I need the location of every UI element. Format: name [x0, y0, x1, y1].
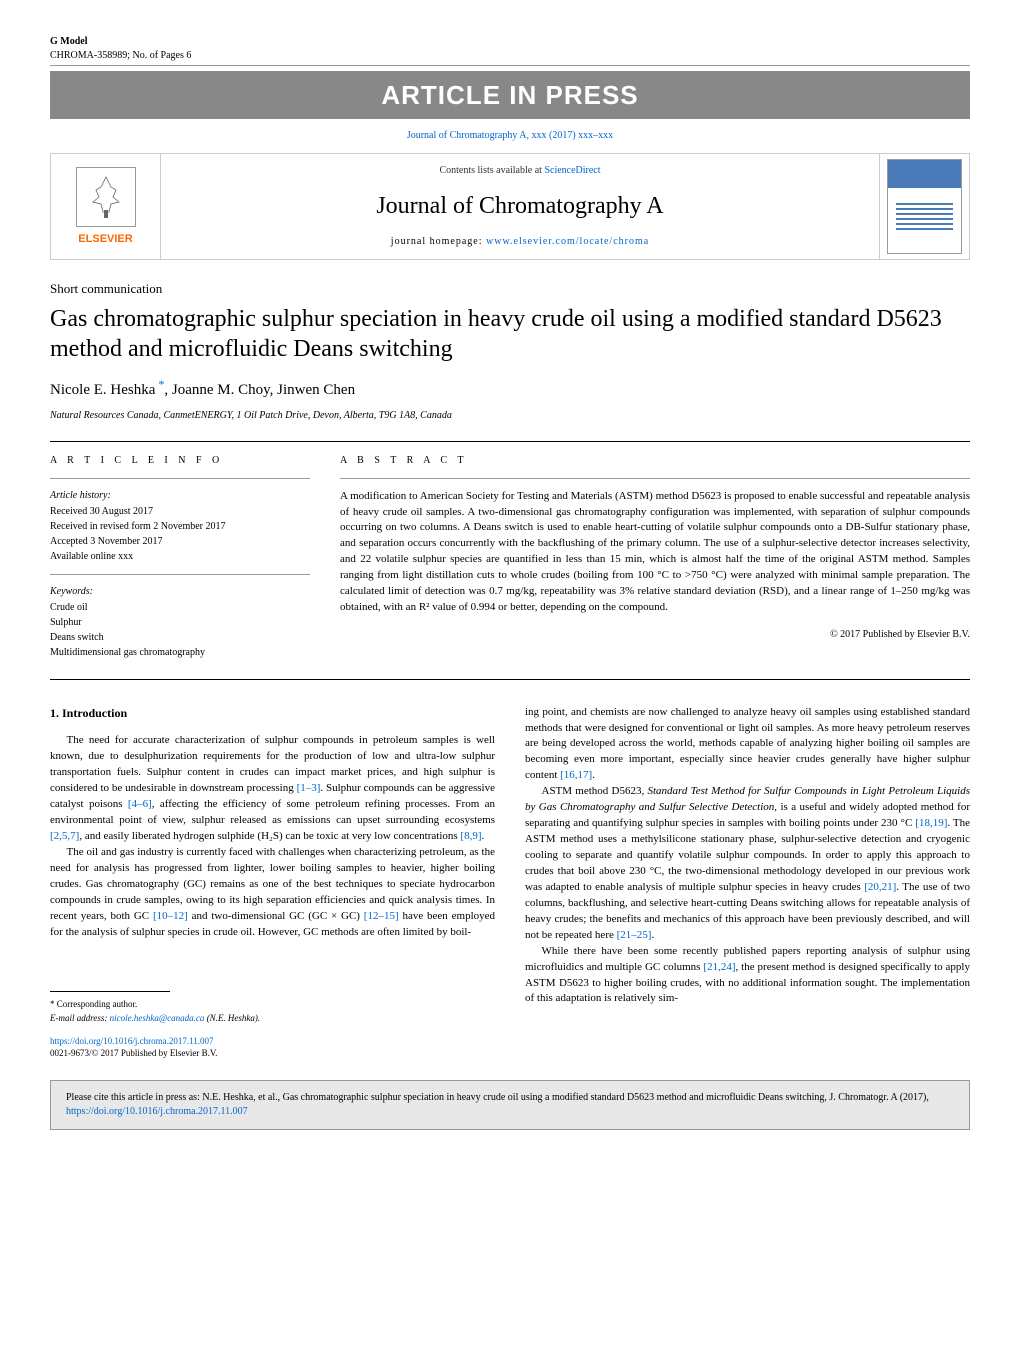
affiliation: Natural Resources Canada, CanmetENERGY, … — [50, 409, 970, 423]
cite-box: Please cite this article in press as: N.… — [50, 1080, 970, 1130]
issn-copyright: 0021-9673/© 2017 Published by Elsevier B… — [50, 1048, 217, 1058]
article-info-heading: a r t i c l e i n f o — [50, 454, 310, 468]
journal-homepage: journal homepage: www.elsevier.com/locat… — [171, 235, 869, 249]
abstract-heading: a b s t r a c t — [340, 454, 970, 468]
cite-text: Please cite this article in press as: N.… — [66, 1092, 929, 1103]
author-1: Nicole E. Heshka — [50, 382, 155, 398]
homepage-link[interactable]: www.elsevier.com/locate/chroma — [486, 236, 649, 247]
abstract-col: a b s t r a c t A modification to Americ… — [340, 454, 970, 661]
info-rule-2 — [50, 574, 310, 575]
journal-name: Journal of Chromatography A — [171, 190, 869, 224]
column-right: ing point, and chemists are now challeng… — [525, 705, 970, 1060]
ref-link-4-6[interactable]: [4–6] — [128, 798, 152, 810]
para-5: While there have been some recently publ… — [525, 944, 970, 1008]
ref-link-21-25[interactable]: [21–25] — [617, 929, 652, 941]
cite-doi-link[interactable]: https://doi.org/10.1016/j.chroma.2017.11… — [66, 1106, 248, 1117]
history-online: Available online xxx — [50, 550, 310, 564]
citation-link[interactable]: Journal of Chromatography A, xxx (2017) … — [407, 130, 613, 141]
history-revised: Received in revised form 2 November 2017 — [50, 520, 310, 534]
ref-link-16-17[interactable]: [16,17] — [560, 769, 592, 781]
ref-link-2-5-7[interactable]: [2,5,7] — [50, 830, 79, 842]
doi-link[interactable]: https://doi.org/10.1016/j.chroma.2017.11… — [50, 1036, 214, 1046]
para-3: ing point, and chemists are now challeng… — [525, 705, 970, 785]
email-suffix: (N.E. Heshka). — [204, 1013, 260, 1023]
keyword-3: Deans switch — [50, 631, 310, 645]
info-rule — [50, 478, 310, 479]
journal-banner: ELSEVIER Contents lists available at Sci… — [50, 153, 970, 260]
keyword-4: Multidimensional gas chromatography — [50, 646, 310, 660]
citation-line: Journal of Chromatography A, xxx (2017) … — [50, 129, 970, 143]
para-2: The oil and gas industry is currently fa… — [50, 845, 495, 941]
authors-rest: , Joanne M. Choy, Jinwen Chen — [164, 382, 355, 398]
elsevier-text: ELSEVIER — [78, 232, 132, 247]
article-title: Gas chromatographic sulphur speciation i… — [50, 304, 970, 364]
elsevier-tree-icon — [76, 167, 136, 227]
article-in-press-banner: ARTICLE IN PRESS — [50, 71, 970, 119]
intro-heading: 1. Introduction — [50, 705, 495, 722]
ref-link-10-12[interactable]: [10–12] — [153, 910, 188, 922]
ref-link-12-15[interactable]: [12–15] — [364, 910, 399, 922]
keyword-1: Crude oil — [50, 601, 310, 615]
cover-image — [887, 159, 962, 254]
abstract-copyright: © 2017 Published by Elsevier B.V. — [340, 628, 970, 642]
column-left: 1. Introduction The need for accurate ch… — [50, 705, 495, 1060]
email-line: E-mail address: nicole.heshka@canada.ca … — [50, 1012, 495, 1025]
corresponding-author-label: * Corresponding author. — [50, 998, 495, 1011]
journal-cover-thumb — [879, 154, 969, 259]
sciencedirect-link[interactable]: ScienceDirect — [544, 165, 600, 176]
history-accepted: Accepted 3 November 2017 — [50, 535, 310, 549]
article-info-col: a r t i c l e i n f o Article history: R… — [50, 454, 310, 661]
history-label: Article history: — [50, 489, 310, 503]
ref-link-1-3[interactable]: [1–3] — [297, 782, 321, 794]
ref-link-20-21[interactable]: [20,21] — [864, 881, 896, 893]
contents-prefix: Contents lists available at — [439, 165, 544, 176]
homepage-prefix: journal homepage: — [391, 236, 486, 247]
authors-line: Nicole E. Heshka *, Joanne M. Choy, Jinw… — [50, 376, 970, 401]
body-columns: 1. Introduction The need for accurate ch… — [50, 705, 970, 1060]
gmodel-label: G Model — [50, 35, 191, 49]
gmodel-block: G Model CHROMA-358989; No. of Pages 6 — [50, 35, 191, 63]
para-1: The need for accurate characterization o… — [50, 733, 495, 845]
abstract-text: A modification to American Society for T… — [340, 489, 970, 617]
email-prefix: E-mail address: — [50, 1013, 110, 1023]
page-header: G Model CHROMA-358989; No. of Pages 6 — [50, 35, 970, 66]
doi-block: https://doi.org/10.1016/j.chroma.2017.11… — [50, 1035, 495, 1060]
abstract-rule — [340, 478, 970, 479]
article-id-line: CHROMA-358989; No. of Pages 6 — [50, 49, 191, 63]
keywords-label: Keywords: — [50, 585, 310, 599]
article-type: Short communication — [50, 280, 970, 298]
footnote-rule — [50, 991, 170, 992]
contents-available: Contents lists available at ScienceDirec… — [171, 164, 869, 178]
banner-center: Contents lists available at ScienceDirec… — [161, 154, 879, 259]
history-received: Received 30 August 2017 — [50, 505, 310, 519]
ref-link-18-19[interactable]: [18,19] — [915, 817, 947, 829]
elsevier-logo-block: ELSEVIER — [51, 154, 161, 259]
info-abstract-row: a r t i c l e i n f o Article history: R… — [50, 441, 970, 680]
email-link[interactable]: nicole.heshka@canada.ca — [110, 1013, 205, 1023]
ref-link-21-24[interactable]: [21,24] — [703, 961, 735, 973]
keyword-2: Sulphur — [50, 616, 310, 630]
para-4: ASTM method D5623, Standard Test Method … — [525, 784, 970, 943]
ref-link-8-9[interactable]: [8,9] — [460, 830, 481, 842]
